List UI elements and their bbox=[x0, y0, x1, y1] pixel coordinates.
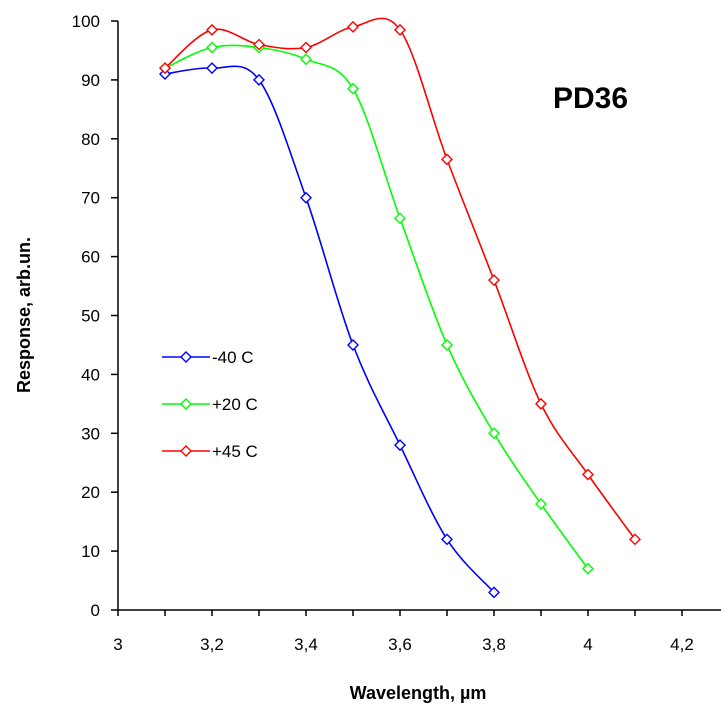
data-point bbox=[206, 62, 218, 75]
y-tick-label: 80 bbox=[81, 130, 100, 149]
chart-annotation: PD36 bbox=[553, 82, 628, 115]
x-tick-label: 3,6 bbox=[388, 635, 412, 654]
x-tick-label: 3,4 bbox=[294, 635, 318, 654]
data-point bbox=[347, 20, 359, 33]
y-tick-label: 100 bbox=[72, 12, 100, 31]
series-3 bbox=[159, 17, 641, 546]
legend-item: +45 C bbox=[162, 442, 258, 461]
legend-label: +20 C bbox=[212, 395, 258, 414]
legend-label: +45 C bbox=[212, 442, 258, 461]
data-point bbox=[629, 533, 641, 546]
y-tick-label: 60 bbox=[81, 248, 100, 267]
x-ticks: 3 3,2 3,4 3,6 3,8 4 4,2 bbox=[113, 610, 694, 654]
x-tick-label: 3,8 bbox=[482, 635, 506, 654]
data-point bbox=[441, 533, 453, 546]
y-tick-label: 50 bbox=[81, 307, 100, 326]
series-1 bbox=[159, 62, 500, 599]
data-point bbox=[253, 38, 265, 51]
x-tick-label: 4 bbox=[583, 635, 592, 654]
series-line bbox=[164, 44, 589, 570]
data-point bbox=[394, 23, 406, 36]
data-point bbox=[347, 338, 359, 351]
data-point bbox=[582, 562, 594, 575]
legend-swatch-marker bbox=[180, 351, 192, 363]
y-axis-title: Response, arb.un. bbox=[14, 237, 34, 393]
data-point bbox=[441, 338, 453, 351]
series-layer bbox=[159, 17, 641, 599]
data-point bbox=[488, 274, 500, 287]
data-point bbox=[441, 153, 453, 166]
x-tick-label: 3 bbox=[113, 635, 122, 654]
legend-item: -40 C bbox=[162, 348, 254, 367]
data-point bbox=[347, 82, 359, 95]
y-ticks: 0 10 20 30 40 50 60 70 80 90 100 bbox=[72, 12, 118, 620]
y-tick-label: 70 bbox=[81, 189, 100, 208]
series-line bbox=[164, 65, 495, 593]
axes: 3 3,2 3,4 3,6 3,8 4 4,2 0 10 20 30 40 50 60 70 80 90 100 bbox=[72, 12, 721, 654]
y-tick-label: 10 bbox=[81, 542, 100, 561]
data-point bbox=[159, 62, 171, 75]
x-tick-label: 3,2 bbox=[200, 635, 224, 654]
data-point bbox=[582, 468, 594, 481]
data-point bbox=[535, 497, 547, 510]
data-point bbox=[206, 23, 218, 36]
data-point bbox=[300, 41, 312, 54]
series-2 bbox=[159, 41, 594, 575]
data-point bbox=[300, 191, 312, 204]
x-axis-title: Wavelength, µm bbox=[350, 683, 487, 703]
legend-swatch-marker bbox=[180, 445, 192, 457]
data-point bbox=[300, 53, 312, 66]
data-point bbox=[206, 41, 218, 54]
data-point bbox=[488, 586, 500, 599]
y-tick-label: 20 bbox=[81, 483, 100, 502]
y-tick-label: 40 bbox=[81, 365, 100, 384]
data-point bbox=[253, 73, 265, 86]
data-point bbox=[394, 212, 406, 225]
legend-label: -40 C bbox=[212, 348, 254, 367]
y-tick-label: 0 bbox=[91, 601, 100, 620]
legend-swatch-marker bbox=[180, 398, 192, 410]
data-point bbox=[394, 439, 406, 452]
data-point bbox=[488, 427, 500, 440]
y-tick-label: 90 bbox=[81, 71, 100, 90]
data-point bbox=[535, 397, 547, 410]
y-tick-label: 30 bbox=[81, 424, 100, 443]
legend-item: +20 C bbox=[162, 395, 258, 414]
legend: -40 C +20 C +45 C bbox=[162, 348, 258, 461]
x-tick-label: 4,2 bbox=[670, 635, 694, 654]
